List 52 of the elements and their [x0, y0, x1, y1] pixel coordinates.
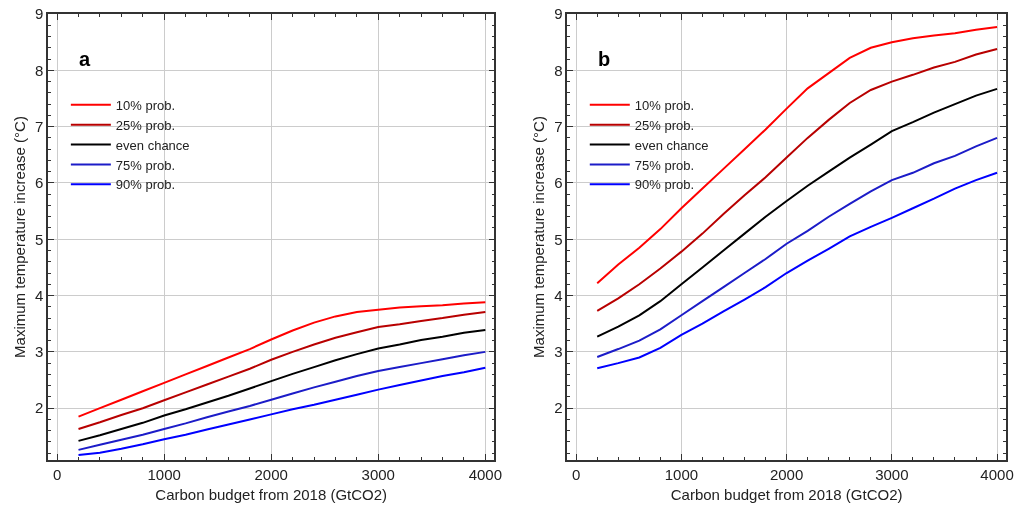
x-tick-label: 1000	[664, 465, 699, 483]
legend-label: 25% prob.	[634, 117, 695, 133]
legend-label: 10% prob.	[115, 97, 176, 113]
legend-label: 10% prob.	[634, 97, 695, 113]
legend-label: 90% prob.	[634, 177, 695, 193]
legend-label: 75% prob.	[115, 157, 176, 173]
line-series	[77, 328, 487, 442]
y-tick-label: 6	[34, 174, 44, 192]
x-axis-title: Carbon budget from 2018 (GtCO2)	[155, 486, 388, 504]
y-tick-label: 9	[554, 5, 563, 23]
y-axis-title: Maximum temperature increase (°C)	[529, 116, 547, 358]
line-series	[77, 366, 487, 456]
line-series	[596, 87, 999, 338]
x-tick-label: 0	[572, 465, 581, 483]
line-series	[596, 25, 999, 285]
y-tick-label: 3	[34, 343, 44, 361]
line-series	[596, 171, 999, 370]
legend-label: even chance	[634, 137, 709, 153]
y-tick-label: 8	[34, 61, 44, 79]
line-series	[77, 310, 487, 431]
line-series	[596, 136, 999, 358]
line-series	[596, 47, 999, 312]
legend-label: 25% prob.	[115, 117, 176, 133]
line-series	[77, 350, 487, 451]
x-tick-label: 3000	[875, 465, 909, 483]
y-tick-label: 8	[554, 61, 563, 79]
legend-label: 75% prob.	[634, 157, 695, 173]
x-tick-label: 3000	[361, 465, 395, 483]
y-tick-label: 3	[554, 343, 563, 361]
x-tick-label: 2000	[254, 465, 288, 483]
x-tick-label: 0	[52, 465, 62, 483]
y-tick-label: 9	[34, 5, 44, 23]
x-tick-label: 2000	[769, 465, 804, 483]
line-series	[77, 301, 487, 418]
y-tick-label: 7	[34, 117, 44, 135]
y-tick-label: 4	[554, 286, 563, 304]
legend-label: 90% prob.	[115, 177, 176, 193]
legend-label: even chance	[115, 137, 190, 153]
y-tick-label: 2	[554, 399, 563, 417]
y-tick-label: 6	[554, 174, 563, 192]
y-axis-title: Maximum temperature increase (°C)	[10, 116, 28, 358]
y-tick-label: 5	[554, 230, 563, 248]
y-tick-label: 4	[34, 286, 44, 304]
y-tick-label: 5	[34, 230, 44, 248]
y-tick-label: 7	[554, 117, 563, 135]
x-axis-title: Carbon budget from 2018 (GtCO2)	[670, 486, 903, 504]
x-tick-label: 4000	[980, 465, 1014, 483]
x-tick-label: 1000	[147, 465, 181, 483]
annotation: a	[79, 48, 91, 70]
y-tick-label: 2	[34, 399, 44, 417]
annotation: b	[598, 48, 611, 70]
x-tick-label: 4000	[468, 465, 503, 483]
